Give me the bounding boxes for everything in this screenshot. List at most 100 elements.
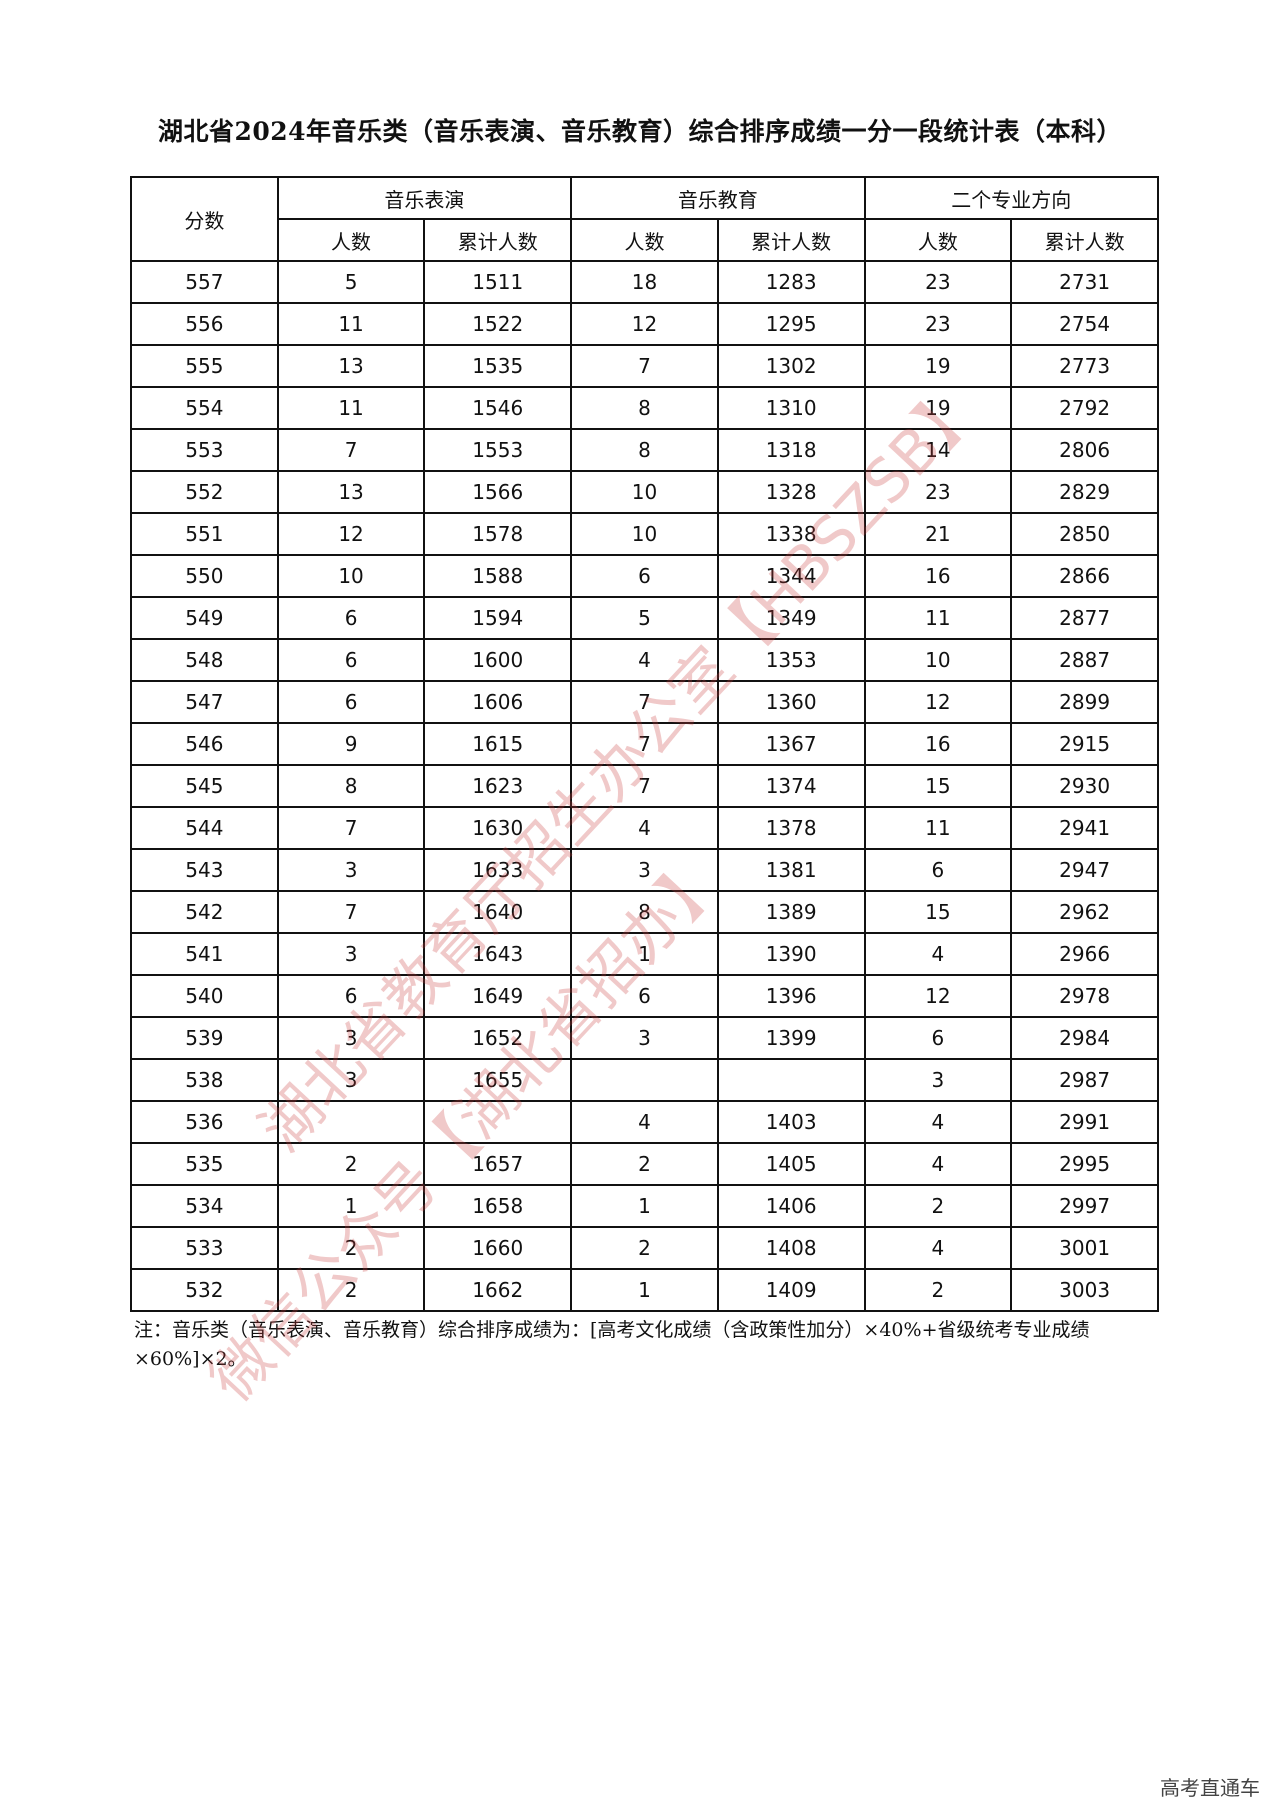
table-cell: 1328 <box>716 470 866 514</box>
table-cell: 541 <box>130 932 279 976</box>
table-cell: 1 <box>570 1184 719 1228</box>
table-cell: 3 <box>276 848 426 892</box>
table-row: 532 2 1662 1 1409 2 3003 <box>130 1268 1159 1312</box>
table-cell: 7 <box>276 806 426 850</box>
table-cell: 1283 <box>716 260 866 304</box>
table-row: 556 11 1522 12 1295 23 2754 <box>130 302 1159 346</box>
table-row: 552 13 1566 10 1328 23 2829 <box>130 470 1159 514</box>
table-cell: 547 <box>130 680 279 724</box>
table-row: 541 3 1643 1 1390 4 2966 <box>130 932 1159 976</box>
group-header: 音乐表演 <box>276 176 573 220</box>
table-cell: 543 <box>130 848 279 892</box>
group-header: 音乐教育 <box>570 176 866 220</box>
table-row: 551 12 1578 10 1338 21 2850 <box>130 512 1159 556</box>
table-cell: 539 <box>130 1016 279 1060</box>
table-cell: 1662 <box>423 1268 573 1312</box>
sub-header: 累计人数 <box>1010 218 1159 262</box>
table-cell: 12 <box>570 302 719 346</box>
table-cell: 548 <box>130 638 279 682</box>
table-cell: 5 <box>276 260 426 304</box>
table-cell: 538 <box>130 1058 279 1102</box>
table-cell: 2987 <box>1010 1058 1159 1102</box>
table-cell: 10 <box>276 554 426 598</box>
table-cell: 2 <box>276 1268 426 1312</box>
table-cell: 545 <box>130 764 279 808</box>
table-cell: 21 <box>863 512 1013 556</box>
table-cell: 2941 <box>1010 806 1159 850</box>
table-cell: 6 <box>863 1016 1013 1060</box>
table-cell: 3 <box>863 1058 1013 1102</box>
table-cell: 1522 <box>423 302 573 346</box>
table-row: 534 1 1658 1 1406 2 2997 <box>130 1184 1159 1228</box>
sub-header: 累计人数 <box>716 218 866 262</box>
table-cell: 2887 <box>1010 638 1159 682</box>
table-cell: 1630 <box>423 806 573 850</box>
table-cell: 1649 <box>423 974 573 1018</box>
table-cell: 552 <box>130 470 279 514</box>
table-cell: 6 <box>276 596 426 640</box>
table-cell: 1655 <box>423 1058 573 1102</box>
table-cell: 16 <box>863 554 1013 598</box>
table-cell: 3 <box>570 848 719 892</box>
table-cell: 2984 <box>1010 1016 1159 1060</box>
table-cell: 3 <box>276 1058 426 1102</box>
table-cell: 6 <box>570 974 719 1018</box>
table-cell: 10 <box>570 470 719 514</box>
table-cell: 1588 <box>423 554 573 598</box>
table-cell: 16 <box>863 722 1013 766</box>
table-cell: 8 <box>570 890 719 934</box>
table-cell: 1390 <box>716 932 866 976</box>
table-row: 545 8 1623 7 1374 15 2930 <box>130 764 1159 808</box>
table-cell: 4 <box>570 638 719 682</box>
table-cell: 1367 <box>716 722 866 766</box>
table-cell: 2754 <box>1010 302 1159 346</box>
sub-header: 累计人数 <box>423 218 573 262</box>
table-cell: 2 <box>863 1268 1013 1312</box>
table-cell: 8 <box>570 386 719 430</box>
table-cell: 3 <box>276 1016 426 1060</box>
table-cell: 7 <box>570 764 719 808</box>
table-cell <box>716 1058 866 1102</box>
table-cell: 5 <box>570 596 719 640</box>
table-row: 538 3 1655 3 2987 <box>130 1058 1159 1102</box>
table-cell: 1349 <box>716 596 866 640</box>
table-cell: 13 <box>276 470 426 514</box>
table-cell: 532 <box>130 1268 279 1312</box>
table-cell: 2962 <box>1010 890 1159 934</box>
table-cell: 7 <box>276 428 426 472</box>
table-cell: 1578 <box>423 512 573 556</box>
table-cell: 2 <box>276 1142 426 1186</box>
table-cell: 551 <box>130 512 279 556</box>
table-cell: 1405 <box>716 1142 866 1186</box>
table-cell: 2997 <box>1010 1184 1159 1228</box>
table-row: 542 7 1640 8 1389 15 2962 <box>130 890 1159 934</box>
table-cell: 1566 <box>423 470 573 514</box>
table-cell: 535 <box>130 1142 279 1186</box>
table-cell: 1344 <box>716 554 866 598</box>
table-cell: 4 <box>863 1142 1013 1186</box>
table-cell: 1 <box>570 932 719 976</box>
table-cell: 2829 <box>1010 470 1159 514</box>
table-row: 547 6 1606 7 1360 12 2899 <box>130 680 1159 724</box>
table-cell: 1546 <box>423 386 573 430</box>
table-cell: 6 <box>276 974 426 1018</box>
table-cell: 1409 <box>716 1268 866 1312</box>
table-cell: 550 <box>130 554 279 598</box>
table-cell: 4 <box>863 1100 1013 1144</box>
table-row: 533 2 1660 2 1408 4 3001 <box>130 1226 1159 1270</box>
table-row: 544 7 1630 4 1378 11 2941 <box>130 806 1159 850</box>
table-row: 535 2 1657 2 1405 4 2995 <box>130 1142 1159 1186</box>
table-cell <box>423 1100 573 1144</box>
table-cell: 1360 <box>716 680 866 724</box>
table-cell: 23 <box>863 302 1013 346</box>
table-cell: 2 <box>863 1184 1013 1228</box>
table-cell: 3 <box>276 932 426 976</box>
table-cell: 19 <box>863 386 1013 430</box>
table-cell: 6 <box>276 680 426 724</box>
source-label: 高考直通车 <box>1160 1776 1260 1800</box>
score-header: 分数 <box>130 176 279 262</box>
table-cell: 7 <box>570 722 719 766</box>
table-row: 557 5 1511 18 1283 23 2731 <box>130 260 1159 304</box>
table-cell: 11 <box>276 302 426 346</box>
table-cell: 12 <box>863 680 1013 724</box>
